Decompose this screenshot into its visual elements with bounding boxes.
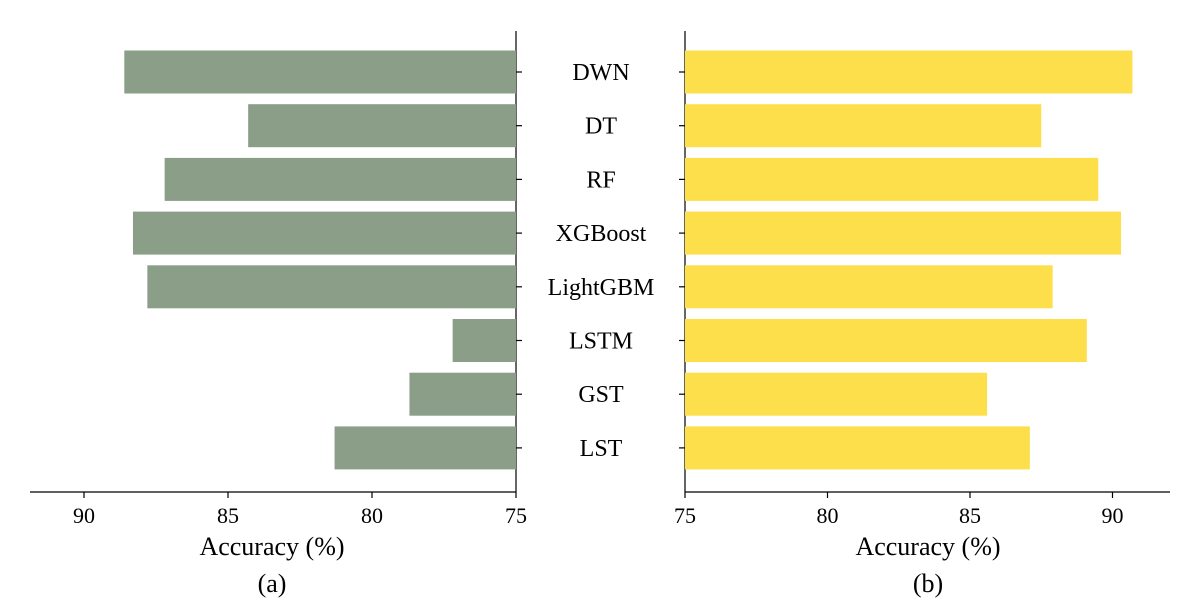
- panel-a-bars: [124, 50, 517, 470]
- panel-b-bar-lstm: [685, 319, 1087, 362]
- panel-a-bar-lightgbm: [147, 265, 517, 309]
- panel-a-label: (a): [258, 569, 287, 598]
- panel-a-y-ticks: [516, 71, 522, 449]
- category-labels: DWN DT RF XGBoost LightGBM LSTM GST LST: [548, 60, 655, 462]
- panel-b-bar-lightgbm: [685, 265, 1053, 309]
- panel-b-bar-gst: [685, 372, 988, 416]
- panel-a-bar-lst: [334, 426, 516, 470]
- panel-a-bar-xgboost: [132, 211, 516, 255]
- category-label-lst: LST: [580, 436, 623, 462]
- panel-b-x-tick-label-75: 75: [674, 503, 696, 528]
- category-label-lstm: LSTM: [569, 329, 633, 355]
- panel-b-x-ticks: 75 80 85 90: [674, 492, 1124, 528]
- panel-a-x-axis-title: Accuracy (%): [199, 532, 344, 561]
- panel-b-y-ticks: [679, 71, 685, 449]
- panel-b-bar-dwn: [685, 50, 1133, 94]
- panel-b-bar-rf: [685, 157, 1099, 201]
- category-label-rf: RF: [586, 167, 615, 193]
- panel-a-x-tick-label-90: 90: [73, 503, 95, 528]
- panel-b-x-axis-title: Accuracy (%): [855, 532, 1000, 561]
- panel-b: 75 80 85 90 Accuracy (%) (b): [674, 31, 1170, 598]
- panel-a-bar-lstm: [452, 319, 516, 362]
- panel-a-bar-dwn: [124, 50, 516, 94]
- category-label-gst: GST: [578, 382, 624, 408]
- category-label-xgboost: XGBoost: [556, 221, 647, 247]
- category-label-lightgbm: LightGBM: [548, 275, 655, 301]
- panel-b-x-tick-label-85: 85: [959, 503, 981, 528]
- panel-b-bars: [685, 50, 1133, 470]
- panel-a-bar-dt: [248, 104, 516, 148]
- panel-b-bar-dt: [685, 104, 1042, 148]
- category-label-dwn: DWN: [572, 60, 629, 86]
- panel-b-x-tick-label-80: 80: [817, 503, 839, 528]
- panel-b-x-tick-label-90: 90: [1102, 503, 1124, 528]
- panel-b-label: (b): [913, 569, 943, 598]
- panel-a: 90 85 80 75 Accuracy (%) (a): [30, 31, 527, 598]
- panel-a-bar-gst: [409, 372, 516, 416]
- panel-a-x-tick-label-80: 80: [361, 503, 383, 528]
- panel-b-bar-xgboost: [685, 211, 1122, 255]
- panel-a-x-tick-label-75: 75: [505, 503, 527, 528]
- panel-b-bar-lst: [685, 426, 1030, 470]
- panel-a-bar-rf: [164, 157, 516, 201]
- category-label-dt: DT: [585, 114, 617, 140]
- panel-a-x-ticks: 90 85 80 75: [73, 492, 527, 528]
- panel-a-x-tick-label-85: 85: [217, 503, 239, 528]
